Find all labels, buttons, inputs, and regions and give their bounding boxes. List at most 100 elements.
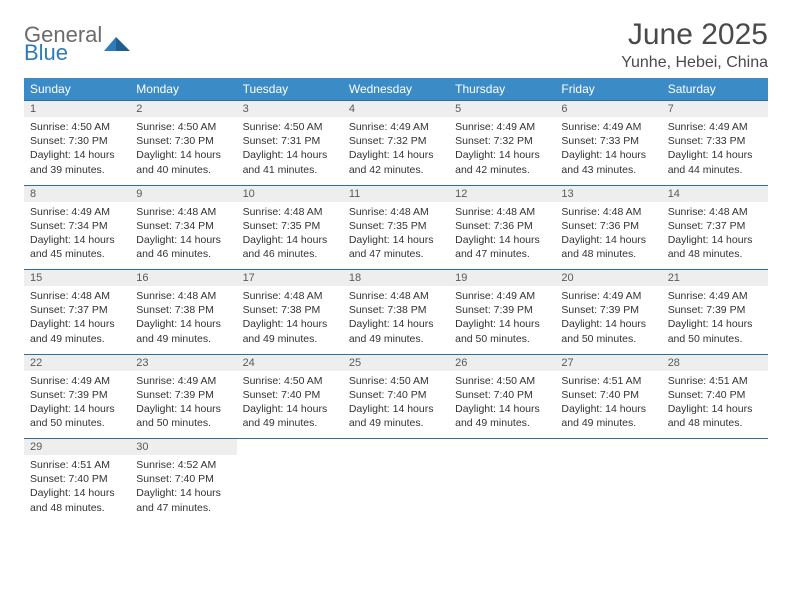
sunset-line: Sunset: 7:38 PM: [136, 303, 230, 317]
daylight-line: Daylight: 14 hours and 48 minutes.: [30, 486, 124, 514]
day-content-cell: Sunrise: 4:49 AMSunset: 7:32 PMDaylight:…: [343, 117, 449, 185]
sunrise-line: Sunrise: 4:48 AM: [30, 289, 124, 303]
day-number-cell: 3: [237, 101, 343, 118]
day-number-cell: 16: [130, 270, 236, 287]
sunrise-line: Sunrise: 4:49 AM: [455, 120, 549, 134]
sunrise-line: Sunrise: 4:48 AM: [561, 205, 655, 219]
day-content-cell: Sunrise: 4:50 AMSunset: 7:40 PMDaylight:…: [237, 371, 343, 439]
sunset-line: Sunset: 7:40 PM: [136, 472, 230, 486]
day-number-cell: 14: [662, 185, 768, 202]
sunset-line: Sunset: 7:34 PM: [30, 219, 124, 233]
day-content-cell: [237, 455, 343, 523]
day-number-cell: 13: [555, 185, 661, 202]
daylight-line: Daylight: 14 hours and 41 minutes.: [243, 148, 337, 176]
sunrise-line: Sunrise: 4:49 AM: [136, 374, 230, 388]
day-number-cell: 7: [662, 101, 768, 118]
daylight-line: Daylight: 14 hours and 42 minutes.: [455, 148, 549, 176]
day-content-cell: Sunrise: 4:49 AMSunset: 7:39 PMDaylight:…: [449, 286, 555, 354]
sunrise-line: Sunrise: 4:49 AM: [30, 205, 124, 219]
sunrise-line: Sunrise: 4:48 AM: [349, 289, 443, 303]
daylight-line: Daylight: 14 hours and 46 minutes.: [136, 233, 230, 261]
day-number-cell: 29: [24, 439, 130, 456]
logo-mark-icon: [104, 31, 134, 57]
sunrise-line: Sunrise: 4:50 AM: [30, 120, 124, 134]
sunrise-line: Sunrise: 4:49 AM: [349, 120, 443, 134]
sunrise-line: Sunrise: 4:51 AM: [30, 458, 124, 472]
daynum-row: 15161718192021: [24, 270, 768, 287]
day-content-cell: Sunrise: 4:52 AMSunset: 7:40 PMDaylight:…: [130, 455, 236, 523]
day-number-cell: 2: [130, 101, 236, 118]
day-number-cell: 8: [24, 185, 130, 202]
sunset-line: Sunset: 7:35 PM: [349, 219, 443, 233]
sunrise-line: Sunrise: 4:52 AM: [136, 458, 230, 472]
day-number-cell: [343, 439, 449, 456]
sunrise-line: Sunrise: 4:51 AM: [561, 374, 655, 388]
day-content-cell: Sunrise: 4:51 AMSunset: 7:40 PMDaylight:…: [662, 371, 768, 439]
daylight-line: Daylight: 14 hours and 43 minutes.: [561, 148, 655, 176]
day-number-cell: [662, 439, 768, 456]
sunrise-line: Sunrise: 4:50 AM: [455, 374, 549, 388]
daylight-line: Daylight: 14 hours and 47 minutes.: [349, 233, 443, 261]
day-content-cell: Sunrise: 4:49 AMSunset: 7:39 PMDaylight:…: [662, 286, 768, 354]
day-content-cell: Sunrise: 4:48 AMSunset: 7:36 PMDaylight:…: [449, 202, 555, 270]
day-number-cell: 26: [449, 354, 555, 371]
sunset-line: Sunset: 7:36 PM: [561, 219, 655, 233]
sunset-line: Sunset: 7:38 PM: [349, 303, 443, 317]
sunrise-line: Sunrise: 4:48 AM: [455, 205, 549, 219]
day-content-cell: [343, 455, 449, 523]
daylight-line: Daylight: 14 hours and 48 minutes.: [561, 233, 655, 261]
sunset-line: Sunset: 7:38 PM: [243, 303, 337, 317]
sunset-line: Sunset: 7:37 PM: [668, 219, 762, 233]
day-number-cell: 1: [24, 101, 130, 118]
sunset-line: Sunset: 7:40 PM: [668, 388, 762, 402]
day-content-cell: Sunrise: 4:49 AMSunset: 7:32 PMDaylight:…: [449, 117, 555, 185]
daylight-line: Daylight: 14 hours and 47 minutes.: [455, 233, 549, 261]
day-content-cell: [449, 455, 555, 523]
daylight-line: Daylight: 14 hours and 49 minutes.: [136, 317, 230, 345]
daylight-line: Daylight: 14 hours and 39 minutes.: [30, 148, 124, 176]
daylight-line: Daylight: 14 hours and 44 minutes.: [668, 148, 762, 176]
day-content-cell: Sunrise: 4:50 AMSunset: 7:31 PMDaylight:…: [237, 117, 343, 185]
day-content-cell: Sunrise: 4:48 AMSunset: 7:37 PMDaylight:…: [24, 286, 130, 354]
day-content-cell: Sunrise: 4:48 AMSunset: 7:38 PMDaylight:…: [237, 286, 343, 354]
calendar-body: 1234567Sunrise: 4:50 AMSunset: 7:30 PMDa…: [24, 101, 768, 524]
daylight-line: Daylight: 14 hours and 49 minutes.: [243, 402, 337, 430]
sunset-line: Sunset: 7:30 PM: [136, 134, 230, 148]
day-number-cell: 15: [24, 270, 130, 287]
day-number-cell: 22: [24, 354, 130, 371]
day-content-cell: Sunrise: 4:49 AMSunset: 7:33 PMDaylight:…: [555, 117, 661, 185]
daynum-row: 891011121314: [24, 185, 768, 202]
day-number-cell: 12: [449, 185, 555, 202]
sunset-line: Sunset: 7:40 PM: [349, 388, 443, 402]
day-number-cell: 10: [237, 185, 343, 202]
content-row: Sunrise: 4:49 AMSunset: 7:39 PM Daylight:…: [24, 371, 768, 439]
daylight-line: Daylight: 14 hours and 49 minutes.: [349, 402, 443, 430]
title-block: June 2025 Yunhe, Hebei, China: [621, 18, 768, 72]
day-content-cell: Sunrise: 4:48 AMSunset: 7:34 PMDaylight:…: [130, 202, 236, 270]
day-content-cell: Sunrise: 4:51 AMSunset: 7:40 PMDaylight:…: [555, 371, 661, 439]
day-content-cell: Sunrise: 4:48 AMSunset: 7:36 PMDaylight:…: [555, 202, 661, 270]
sunset-line: Sunset: 7:40 PM: [30, 472, 124, 486]
day-number-cell: 17: [237, 270, 343, 287]
day-number-cell: 18: [343, 270, 449, 287]
sunset-line: Sunset: 7:39 PM: [561, 303, 655, 317]
sunset-line: Sunset: 7:36 PM: [455, 219, 549, 233]
day-number-cell: 21: [662, 270, 768, 287]
location: Yunhe, Hebei, China: [621, 54, 768, 72]
daylight-line: Daylight: 14 hours and 46 minutes.: [243, 233, 337, 261]
daylight-line: Daylight: 14 hours and 48 minutes.: [668, 233, 762, 261]
day-number-cell: [555, 439, 661, 456]
sunset-line: Sunset: 7:39 PM: [136, 388, 230, 402]
sunset-line: Sunset: 7:39 PM: [455, 303, 549, 317]
day-content-cell: Sunrise: 4:50 AMSunset: 7:30 PMDaylight:…: [24, 117, 130, 185]
weekday-header: Monday: [130, 78, 236, 101]
day-content-cell: Sunrise: 4:48 AMSunset: 7:37 PMDaylight:…: [662, 202, 768, 270]
day-number-cell: [237, 439, 343, 456]
sunset-line: Sunset: 7:32 PM: [349, 134, 443, 148]
day-content-cell: Sunrise: 4:50 AMSunset: 7:30 PMDaylight:…: [130, 117, 236, 185]
sunrise-line: Sunrise: 4:50 AM: [136, 120, 230, 134]
day-number-cell: 25: [343, 354, 449, 371]
daylight-line: Daylight: 14 hours and 49 minutes.: [561, 402, 655, 430]
day-number-cell: [449, 439, 555, 456]
day-number-cell: 5: [449, 101, 555, 118]
